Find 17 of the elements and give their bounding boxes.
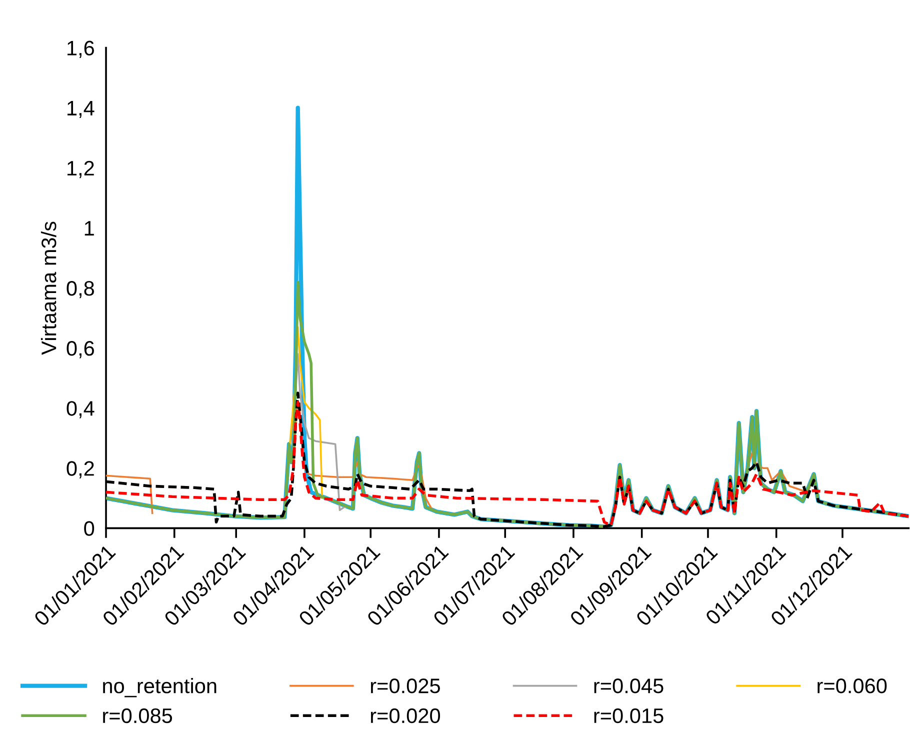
legend-label: r=0.085 <box>103 708 172 724</box>
y-axis-title: Virtaama m3/s <box>40 222 56 355</box>
y-tick-label: 0,2 <box>66 461 94 478</box>
y-tick-label: 1,4 <box>68 101 94 118</box>
legend-label: r=0.025 <box>370 678 440 694</box>
y-tick-label: 0 <box>84 521 94 536</box>
y-tick-label: 0,4 <box>66 401 94 418</box>
legend-label: no_retention <box>103 678 216 698</box>
y-tick-label: 1 <box>84 221 94 236</box>
y-tick-label: 1,2 <box>68 160 94 178</box>
y-tick-label: 0,6 <box>66 341 94 358</box>
y-tick-label: 0,8 <box>66 280 94 298</box>
legend-label: r=0.020 <box>370 708 440 724</box>
y-tick-label: 1,6 <box>68 40 94 58</box>
legend-label: r=0.045 <box>594 678 664 694</box>
legend-label: r=0.015 <box>594 708 664 724</box>
legend-label: r=0.060 <box>818 678 887 694</box>
